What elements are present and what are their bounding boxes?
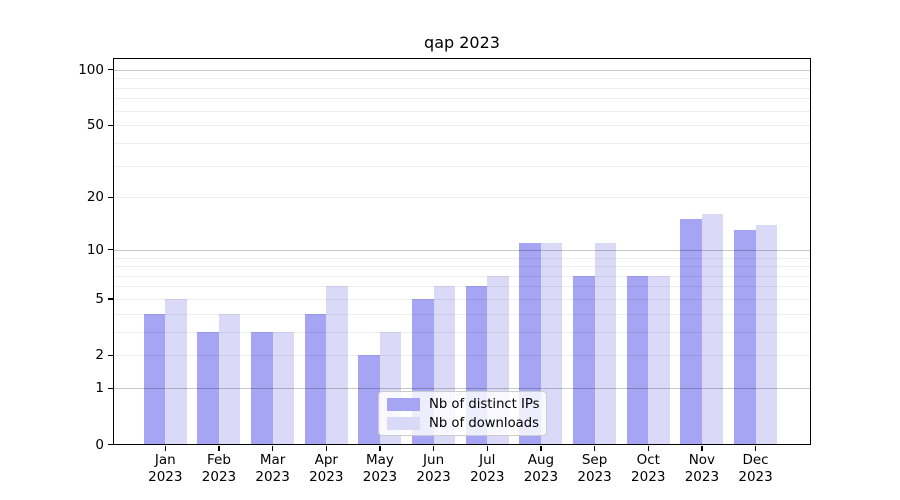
x-tick-jan <box>164 445 166 451</box>
bar-downloads-apr <box>326 286 348 445</box>
bar-downloads-nov <box>701 214 724 445</box>
gridline-major-100 <box>114 69 810 71</box>
x-tick-label-dec: Dec 2023 <box>738 452 773 485</box>
bar-downloads-oct <box>648 275 670 445</box>
y-tick-50 <box>108 124 113 126</box>
y-tick-label-1: 1 <box>95 380 104 397</box>
bar-distinct-ips-nov <box>680 219 702 445</box>
gridline-minor-90 <box>114 78 810 80</box>
y-tick-0 <box>108 443 113 446</box>
x-tick-label-apr: Apr 2023 <box>309 452 344 485</box>
y-tick-label-10: 10 <box>86 241 104 258</box>
x-tick-mar <box>272 445 274 451</box>
bar-downloads-mar <box>272 331 295 445</box>
legend: Nb of distinct IPs Nb of downloads <box>378 391 547 436</box>
y-tick-2 <box>108 354 113 356</box>
bar-downloads-dec <box>755 224 778 445</box>
gridline-minor-60 <box>114 110 810 112</box>
y-tick-label-100: 100 <box>78 61 104 78</box>
x-tick-oct <box>647 445 649 451</box>
legend-label-downloads: Nb of downloads <box>429 415 539 431</box>
y-tick-20 <box>108 196 113 198</box>
legend-row-downloads: Nb of downloads <box>387 415 539 431</box>
legend-row-distinct-ips: Nb of distinct IPs <box>387 396 540 412</box>
x-tick-label-feb: Feb 2023 <box>201 452 237 485</box>
bar-distinct-ips-sep <box>573 275 595 445</box>
x-tick-feb <box>218 445 220 451</box>
x-tick-label-jul: Jul 2023 <box>470 452 505 485</box>
y-tick-label-5: 5 <box>95 291 104 307</box>
y-tick-100 <box>108 69 113 71</box>
x-tick-label-jan: Jan 2023 <box>148 452 183 485</box>
y-tick-label-50: 50 <box>86 117 104 134</box>
gridline-minor-30 <box>114 165 810 167</box>
x-tick-sep <box>593 445 596 451</box>
x-tick-label-jun: Jun 2023 <box>416 452 451 485</box>
bar-distinct-ips-mar <box>251 331 273 445</box>
x-tick-label-aug: Aug 2023 <box>523 452 559 485</box>
x-tick-nov <box>701 445 703 451</box>
chart-title: qap 2023 <box>424 33 500 52</box>
x-tick-apr <box>325 445 327 451</box>
y-tick-label-2: 2 <box>95 347 104 364</box>
bar-downloads-feb <box>218 313 241 445</box>
bar-distinct-ips-oct <box>626 275 649 445</box>
bar-distinct-ips-may <box>358 355 380 445</box>
gridline-minor-40 <box>114 142 810 144</box>
gridline-minor-20 <box>114 197 810 199</box>
y-tick-10 <box>108 249 113 251</box>
gridline-minor-50 <box>114 125 810 127</box>
y-tick-5 <box>108 298 113 300</box>
y-tick-label-0: 0 <box>95 436 104 453</box>
bar-distinct-ips-feb <box>197 331 219 445</box>
gridline-minor-70 <box>114 98 810 100</box>
legend-swatch-distinct-ips <box>387 397 420 411</box>
bar-distinct-ips-dec <box>734 230 756 445</box>
x-tick-label-mar: Mar 2023 <box>255 452 290 485</box>
bar-downloads-sep <box>594 242 617 445</box>
x-tick-may <box>379 445 381 451</box>
gridline-minor-80 <box>114 87 810 89</box>
x-tick-label-oct: Oct 2023 <box>631 452 666 485</box>
x-tick-label-may: May 2023 <box>362 452 398 485</box>
x-tick-jul <box>486 445 488 451</box>
x-tick-label-nov: Nov 2023 <box>684 452 720 485</box>
x-tick-aug <box>540 445 542 451</box>
legend-swatch-downloads <box>387 416 420 430</box>
legend-label-distinct-ips: Nb of distinct IPs <box>429 396 540 412</box>
x-tick-jun <box>433 445 435 451</box>
bar-distinct-ips-apr <box>304 313 327 445</box>
x-tick-dec <box>754 445 757 451</box>
y-tick-1 <box>108 387 113 389</box>
bar-distinct-ips-jan <box>143 313 166 445</box>
y-tick-label-20: 20 <box>86 189 104 206</box>
bar-downloads-jan <box>165 299 187 445</box>
x-tick-label-sep: Sep 2023 <box>577 452 612 485</box>
